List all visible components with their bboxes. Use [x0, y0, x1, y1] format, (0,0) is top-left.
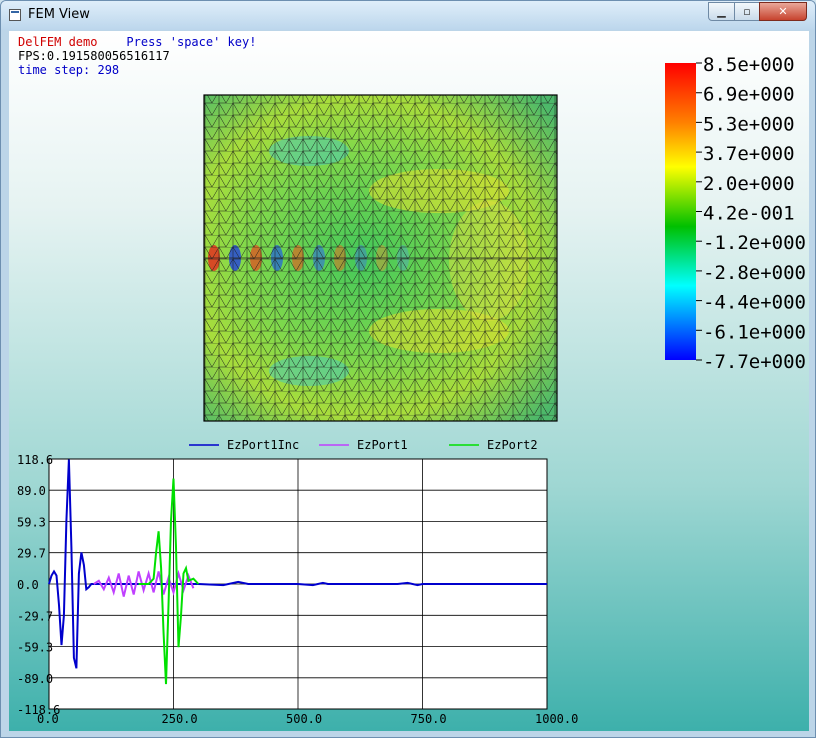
- y-tick-label: 118.6: [17, 453, 53, 467]
- legend-label: EzPort1: [357, 438, 408, 452]
- y-tick-label: 29.7: [17, 547, 46, 561]
- app-icon: [9, 9, 21, 21]
- colorbar-label: 6.9e+000: [703, 84, 795, 106]
- gl-viewport[interactable]: DelFEM demo Press 'space' key! FPS:0.191…: [9, 31, 809, 731]
- colorbar-label: 3.7e+000: [703, 143, 795, 165]
- title-bar[interactable]: FEM View ▁ ▫ ✕: [1, 1, 815, 30]
- time-step-label: time step: 298: [18, 63, 120, 77]
- minimize-button[interactable]: ▁: [708, 2, 735, 21]
- colorbar-label: -2.8e+000: [703, 262, 806, 284]
- colorbar-label: -1.2e+000: [703, 232, 806, 254]
- fps-label: FPS:0.191580056516117: [18, 49, 170, 63]
- colorbar-label: -4.4e+000: [703, 292, 806, 314]
- series-line-ezport2: [138, 478, 200, 685]
- colorbar-label: 2.0e+000: [703, 173, 795, 195]
- window-title: FEM View: [28, 7, 90, 22]
- x-tick-label: 0.0: [37, 712, 59, 726]
- scene-svg: 8.5e+000 6.9e+000 5.3e+000 3.7e+000 2.0e+000…: [17, 54, 806, 726]
- y-tick-label: -59.3: [17, 641, 53, 655]
- port-signal-chart: EzPort1Inc EzPort1 EzPort2 0.0 250.0 500.0 75…: [17, 438, 578, 726]
- chart-ticks: 0.0 250.0 500.0 750.0 1000.0 118.6 89.0 59.3 29.…: [17, 453, 578, 726]
- legend-label: EzPort1Inc: [227, 438, 299, 452]
- x-tick-label: 500.0: [286, 712, 322, 726]
- y-tick-label: -29.7: [17, 609, 53, 623]
- y-tick-label: 89.0: [17, 484, 46, 498]
- y-tick-label: -89.0: [17, 672, 53, 686]
- maximize-button[interactable]: ▫: [734, 2, 760, 21]
- colorbar-label: -6.1e+000: [703, 321, 806, 343]
- y-tick-label: 59.3: [17, 516, 46, 530]
- fem-mesh-view[interactable]: [203, 94, 558, 422]
- y-tick-label: -118.6: [17, 703, 60, 717]
- colorbar-label: 4.2e-001: [703, 203, 795, 225]
- colorbar-labels: 8.5e+000 6.9e+000 5.3e+000 3.7e+000 2.0e+000…: [696, 54, 806, 373]
- colorbar-label: 5.3e+000: [703, 113, 795, 135]
- close-button[interactable]: ✕: [759, 2, 807, 21]
- app-name-label: DelFEM demo: [18, 35, 98, 49]
- x-tick-label: 1000.0: [535, 712, 578, 726]
- hint-label: Press 'space' key!: [126, 35, 257, 49]
- colorbar-label: -7.7e+000: [703, 351, 806, 373]
- chart-legend: EzPort1Inc EzPort1 EzPort2: [189, 438, 538, 452]
- legend-label: EzPort2: [487, 438, 538, 452]
- x-tick-label: 750.0: [411, 712, 447, 726]
- hud-line-1: DelFEM demo Press 'space' key!: [18, 35, 256, 49]
- x-tick-label: 250.0: [162, 712, 198, 726]
- y-tick-label: 0.0: [17, 578, 39, 592]
- colorbar: 8.5e+000 6.9e+000 5.3e+000 3.7e+000 2.0e+000…: [665, 54, 806, 373]
- colorbar-gradient: [665, 63, 696, 360]
- chart-series: [48, 459, 547, 685]
- colorbar-label: 8.5e+000: [703, 54, 795, 76]
